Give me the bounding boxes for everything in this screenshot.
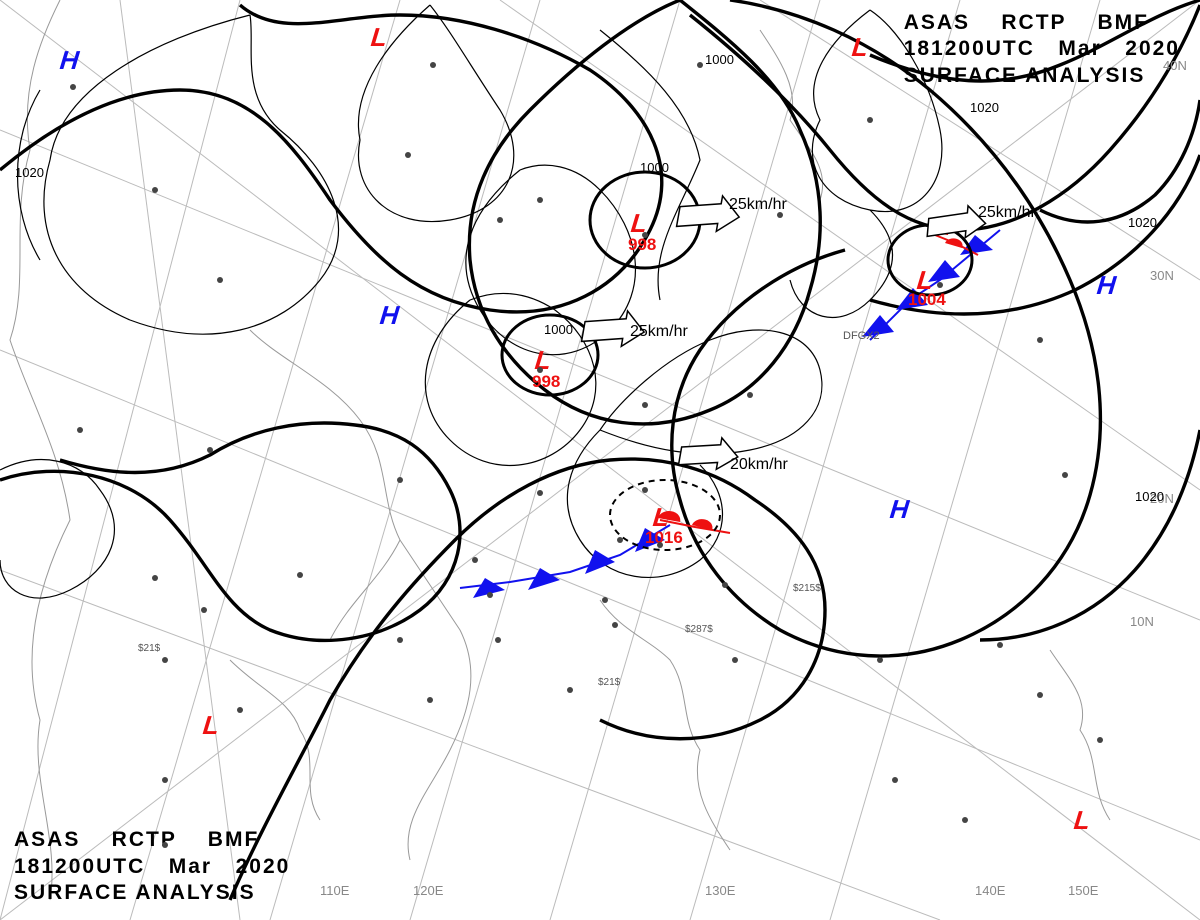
title-line2-bottom: 181200UTC Mar 2020 — [14, 854, 290, 880]
surface-analysis-map: ASAS RCTP BMF 181200UTC Mar 2020 SURFACE… — [0, 0, 1200, 920]
title-block-top: ASAS RCTP BMF 181200UTC Mar 2020 SURFACE… — [904, 10, 1180, 89]
movement-arrow-icons — [582, 189, 987, 475]
cold-front-lines — [460, 230, 1000, 598]
title-line3: SURFACE ANALYSIS — [904, 63, 1180, 89]
title-line1-bottom: ASAS RCTP BMF — [14, 827, 290, 853]
title-line1: ASAS RCTP BMF — [904, 10, 1180, 36]
isobar-thick-lines — [0, 0, 1200, 900]
title-line2: 181200UTC Mar 2020 — [904, 36, 1180, 62]
title-block-bottom: ASAS RCTP BMF 181200UTC Mar 2020 SURFACE… — [14, 827, 290, 906]
map-svg — [0, 0, 1200, 920]
title-line3-bottom: SURFACE ANALYSIS — [14, 880, 290, 906]
